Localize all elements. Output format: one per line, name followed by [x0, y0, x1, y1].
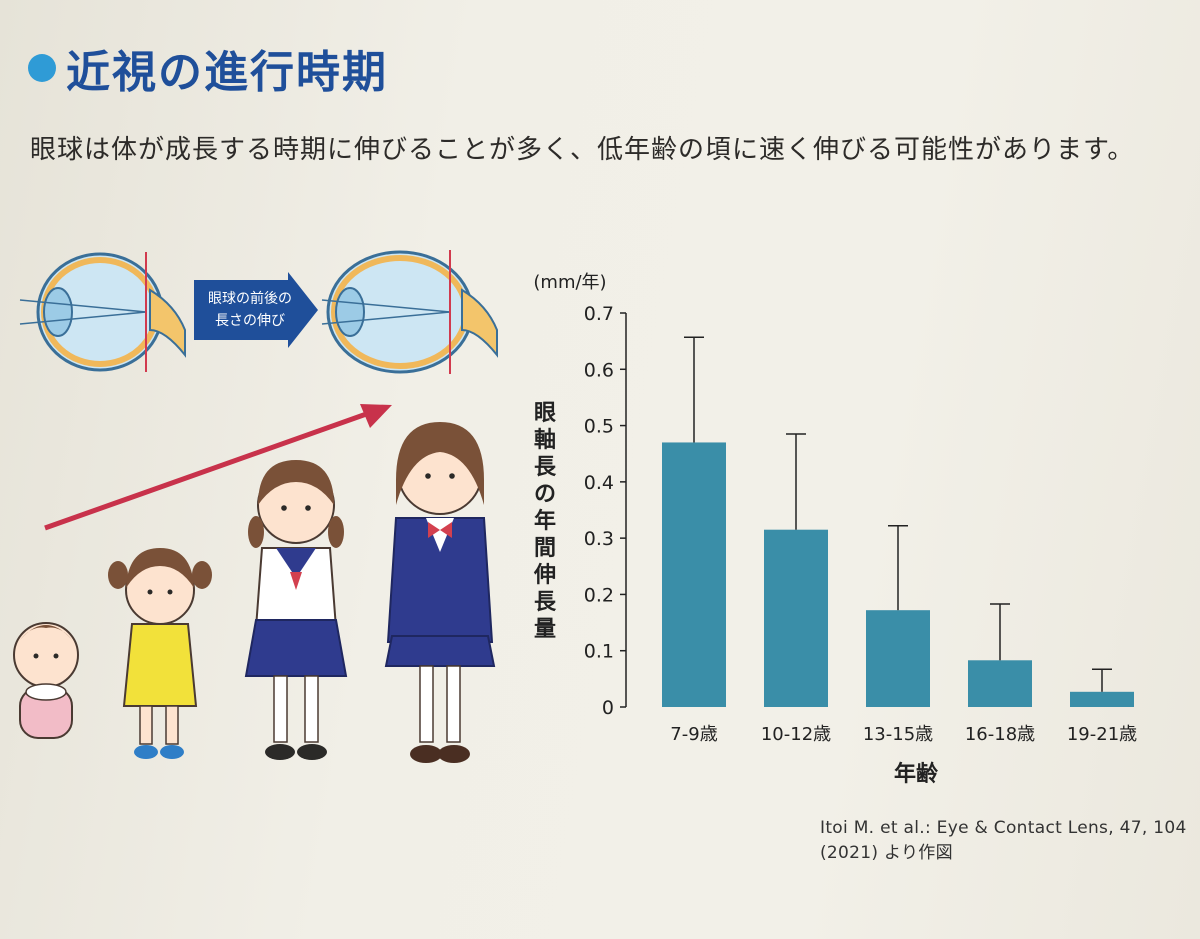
- bar-2: [866, 610, 930, 707]
- y-tick-label: 0.3: [584, 528, 614, 550]
- y-tick-label: 0.4: [584, 472, 614, 494]
- eye-after-icon: [321, 250, 498, 374]
- y-tick-label: 0.5: [584, 416, 614, 438]
- illustration: [13, 250, 498, 763]
- x-tick-label: 10-12歳: [761, 724, 831, 745]
- y-unit-label: (mm/年): [533, 272, 606, 293]
- bar-3: [968, 660, 1032, 707]
- heading: 近視の進行時期: [28, 38, 388, 98]
- x-axis-label: 年齢: [894, 761, 939, 787]
- x-tick-label: 7-9歳: [670, 724, 717, 745]
- bar-0: [662, 442, 726, 707]
- x-tick-label: 13-15歳: [863, 724, 933, 745]
- y-axis-label: 眼軸長の年間伸長量: [533, 401, 556, 642]
- page-title: 近視の進行時期: [66, 47, 388, 98]
- eye-arrow-label-line2: 長さの伸び: [215, 313, 285, 329]
- student-icon: [384, 422, 496, 763]
- bar-4: [1070, 691, 1134, 707]
- toddler-icon: [108, 548, 212, 759]
- y-tick-label: 0.6: [584, 359, 614, 381]
- bar-chart: (mm/年) 年齢 0 0.1 0.2 0.3 0.4 0.5 0.6 0.7 7-9歳 10-…: [533, 272, 1137, 787]
- baby-icon: [13, 622, 79, 739]
- eye-arrow-label: 眼球の前後の 長さの伸び: [196, 280, 304, 340]
- x-tick-label: 19-21歳: [1067, 724, 1137, 745]
- bullet-icon: [28, 54, 56, 82]
- x-tick-label: 16-18歳: [965, 724, 1035, 745]
- eye-arrow-label-line1: 眼球の前後の: [208, 291, 292, 307]
- source-citation: Itoi M. et al.: Eye & Contact Lens, 47, …: [820, 818, 1187, 863]
- schoolgirl-icon: [244, 460, 348, 760]
- y-tick-label: 0: [602, 697, 614, 719]
- y-tick-label: 0.7: [584, 303, 614, 325]
- y-tick-label: 0.1: [584, 641, 614, 663]
- lead-text: 眼球は体が成長する時期に伸びることが多く、低年齢の頃に速く伸びる可能性があります…: [30, 135, 1135, 165]
- eye-arrow-icon: [194, 272, 318, 348]
- eye-before-icon: [19, 252, 186, 372]
- bar-1: [764, 529, 828, 707]
- y-tick-label: 0.2: [584, 584, 614, 606]
- growth-arrow-icon: [44, 404, 392, 531]
